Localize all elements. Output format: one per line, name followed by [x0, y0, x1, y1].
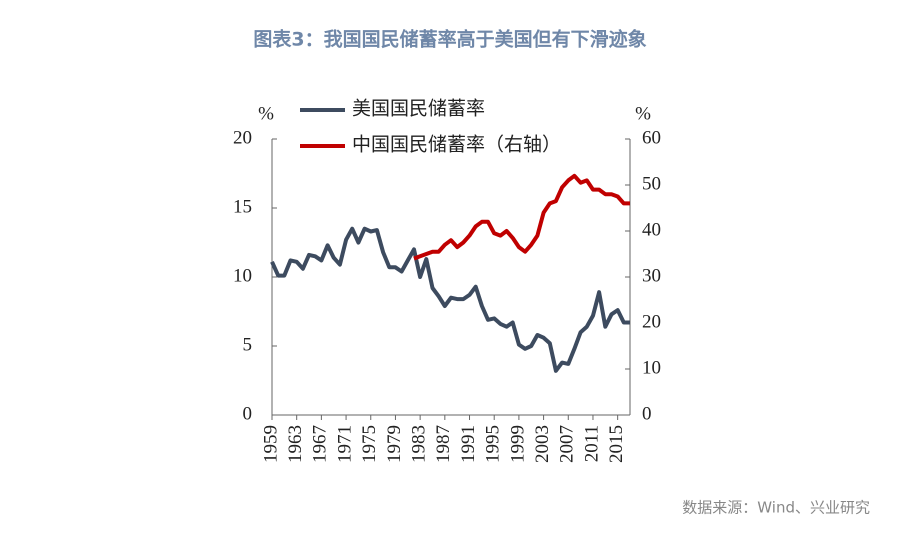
- y2-tick-label: 20: [642, 311, 661, 332]
- y2-tick-label: 10: [642, 357, 661, 378]
- y2-tick-label: 30: [642, 265, 661, 286]
- x-tick-label: 1979: [384, 425, 405, 463]
- x-tick-label: 1983: [408, 425, 429, 463]
- y2-axis-label: %: [635, 103, 651, 124]
- y-tick-label: 0: [243, 403, 253, 424]
- x-tick-label: 2003: [532, 425, 553, 463]
- x-tick-label: 1959: [260, 425, 281, 463]
- x-tick-label: 1967: [310, 425, 331, 463]
- x-tick-label: 1975: [359, 425, 380, 463]
- x-tick-label: 1999: [507, 425, 528, 463]
- x-tick-label: 1991: [458, 425, 479, 463]
- x-tick-label: 2011: [581, 425, 602, 462]
- y-tick-label: 20: [233, 127, 252, 148]
- x-tick-label: 1963: [285, 425, 306, 463]
- x-tick-label: 1995: [483, 425, 504, 463]
- y2-tick-label: 60: [642, 127, 661, 148]
- y-tick-label: 10: [233, 265, 252, 286]
- series-line: [270, 226, 630, 373]
- y-tick-label: 5: [243, 334, 253, 355]
- x-tick-label: 2015: [606, 425, 627, 463]
- y2-tick-label: 0: [642, 403, 652, 424]
- y-axis-label: %: [258, 103, 274, 124]
- y2-tick-label: 50: [642, 173, 661, 194]
- chart-title: 图表3：我国国民储蓄率高于美国但有下滑迹象: [253, 28, 646, 51]
- legend-label: 中国国民储蓄率（右轴）: [352, 133, 561, 155]
- y2-tick-label: 40: [642, 219, 661, 240]
- x-tick-label: 2007: [557, 425, 578, 463]
- x-tick-label: 1987: [433, 425, 454, 463]
- source: 数据来源：Wind、兴业研究: [682, 499, 870, 517]
- y-tick-label: 15: [233, 196, 252, 217]
- legend-label: 美国国民储蓄率: [352, 97, 485, 119]
- x-tick-label: 1971: [334, 425, 355, 463]
- series-line: [413, 173, 630, 261]
